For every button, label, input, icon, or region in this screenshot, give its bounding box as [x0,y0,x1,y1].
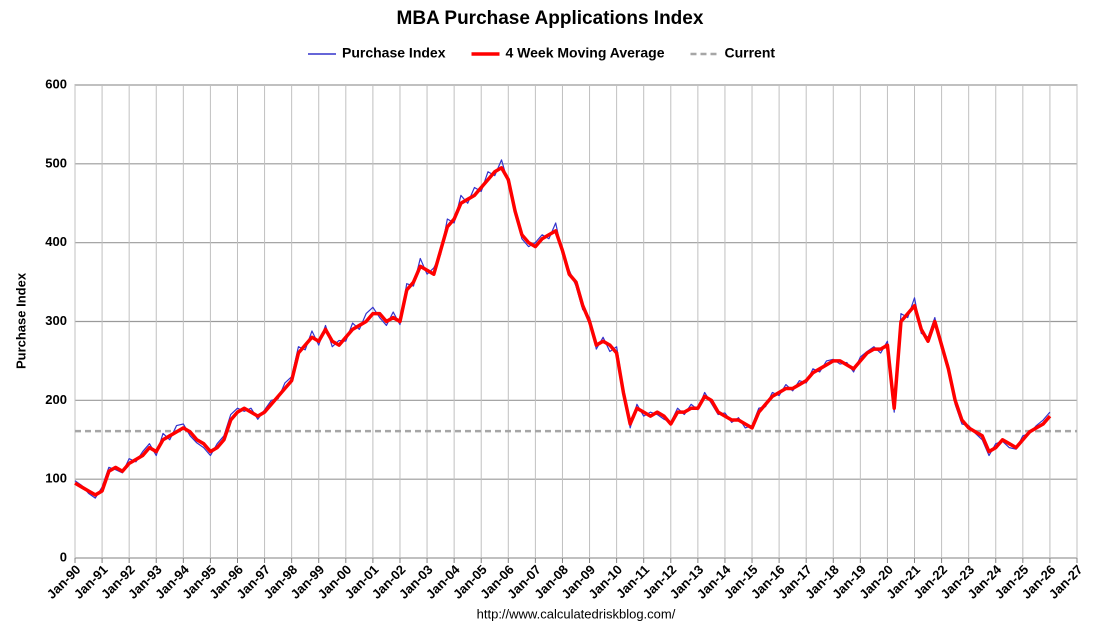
series-line [74,166,1052,497]
source: http://www.calculatedriskblog.com/ [477,606,676,621]
y-tick-label: 500 [45,155,67,170]
chart-title: MBA Purchase Applications Index [397,8,704,29]
y-tick-label: 0 [60,549,67,564]
legend-label: 4 Week Moving Average [506,45,665,61]
legend-label: Purchase Index [342,45,446,61]
y-tick-label: 600 [45,76,67,91]
y-tick-label: 200 [45,392,67,407]
legend-label: Current [724,45,775,61]
legend: Purchase Index 4 Week Moving Average Curre… [308,45,775,61]
y-tick-label: 100 [45,471,67,486]
y-axis-label: Purchase Index [13,272,28,369]
y-tick-label: 400 [45,234,67,249]
y-tick-label: 300 [45,313,67,328]
